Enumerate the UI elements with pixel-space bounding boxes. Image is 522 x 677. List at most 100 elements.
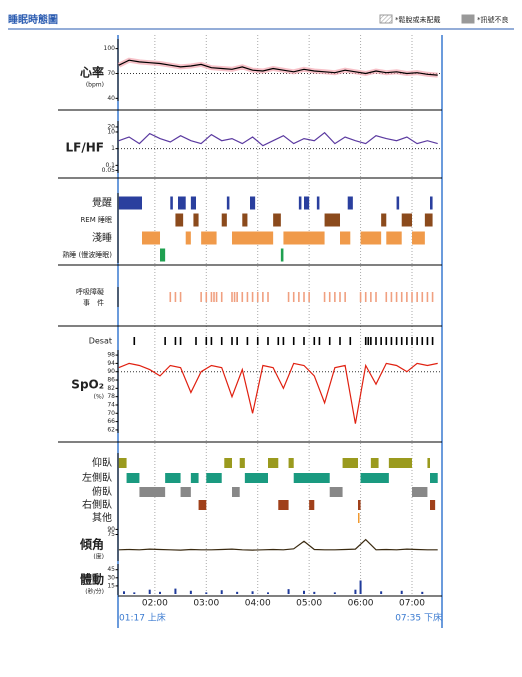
x-tick-label: 05:00 xyxy=(296,599,322,609)
stage-segment xyxy=(386,231,402,245)
breathing-event xyxy=(390,292,393,302)
breathing-event xyxy=(375,292,377,302)
desat-event xyxy=(328,337,331,345)
stage-segment xyxy=(193,213,199,227)
legend-label: *訊號不良 xyxy=(477,15,509,24)
breathing-event xyxy=(385,292,388,302)
stage-segment xyxy=(224,458,233,468)
y-tick-label: 70 xyxy=(107,410,115,417)
movement-bar xyxy=(148,589,151,594)
desat-event xyxy=(421,337,424,345)
y-tick-label: 0.1 xyxy=(105,162,115,169)
desat-event xyxy=(426,337,429,345)
breathing-event xyxy=(200,292,202,302)
stage-segment xyxy=(370,458,379,468)
stage-segment xyxy=(206,473,222,483)
movement-bar xyxy=(205,592,208,594)
signal-line xyxy=(118,538,438,551)
desat-event xyxy=(133,337,136,345)
breathing-event xyxy=(292,292,295,302)
stage-segment xyxy=(298,196,302,210)
breathing-event xyxy=(262,292,264,302)
movement-bar xyxy=(359,580,362,594)
x-tick-label: 06:00 xyxy=(348,599,374,609)
desat-event xyxy=(174,337,177,345)
desat-event xyxy=(179,337,182,345)
stage-segment xyxy=(401,213,413,227)
y-tick-label: 0.05 xyxy=(102,167,116,174)
stage-segment xyxy=(268,458,279,468)
stage-segment xyxy=(242,213,248,227)
stage-segment xyxy=(316,196,320,210)
stage-segment xyxy=(118,196,143,210)
row-label: REM 睡眠 xyxy=(80,216,112,224)
movement-bar xyxy=(189,590,192,594)
stage-segment xyxy=(190,196,197,210)
stage-segment xyxy=(412,487,428,497)
breathing-event xyxy=(236,292,238,302)
desat-event xyxy=(164,337,166,345)
movement-bar xyxy=(380,591,383,594)
stage-segment xyxy=(396,196,400,210)
stage-segment xyxy=(424,213,433,227)
y-tick-label: 15 xyxy=(107,582,115,589)
x-tick-label: 03:00 xyxy=(193,599,219,609)
stage-segment xyxy=(430,196,433,210)
stage-segment xyxy=(430,500,436,510)
panel-label: 心率 xyxy=(80,65,104,80)
movement-bar xyxy=(267,592,270,594)
desat-event xyxy=(431,337,434,345)
stage-segment xyxy=(185,231,191,245)
desat-event xyxy=(282,337,285,345)
stage-segment xyxy=(126,473,140,483)
stage-segment xyxy=(232,231,274,245)
desat-label: Desat xyxy=(89,337,112,346)
breathing-event xyxy=(251,292,254,302)
y-tick-label: 45 xyxy=(107,566,115,573)
movement-bar xyxy=(400,590,403,594)
stage-segment xyxy=(329,487,343,497)
breathing-event xyxy=(256,292,259,302)
desat-event xyxy=(395,337,398,345)
breathing-event xyxy=(303,292,305,302)
stage-segment xyxy=(309,500,315,510)
stage-segment xyxy=(381,213,387,227)
desat-event xyxy=(375,337,377,345)
breathing-event xyxy=(364,292,367,302)
stage-segment xyxy=(273,213,281,227)
breathing-event xyxy=(406,292,408,302)
movement-bar xyxy=(333,592,336,594)
movement-bar xyxy=(236,591,239,594)
movement-bar xyxy=(133,592,136,594)
panel-label: SpO₂ xyxy=(71,378,104,392)
stage-segment xyxy=(288,458,294,468)
panel-label: LF/HF xyxy=(66,141,104,155)
signal-line xyxy=(118,131,438,147)
y-tick-label: 66 xyxy=(107,418,115,425)
desat-event xyxy=(400,337,403,345)
panel-unit: (度) xyxy=(93,553,104,561)
breathing-event xyxy=(205,292,208,302)
start-label: 01:17 上床 xyxy=(119,612,166,624)
y-tick-label: 94 xyxy=(107,360,115,367)
breathing-event xyxy=(298,292,300,302)
x-tick-label: 07:00 xyxy=(399,599,425,609)
breathing-event xyxy=(431,292,434,302)
report-title: 睡眠時態圖 xyxy=(8,13,58,26)
desat-event xyxy=(205,337,208,345)
breathing-event xyxy=(400,292,403,302)
stage-segment xyxy=(293,473,330,483)
movement-bar xyxy=(421,591,424,594)
stage-segment xyxy=(250,196,256,210)
movement-bar xyxy=(303,590,306,594)
desat-event xyxy=(292,337,295,345)
breathing-event xyxy=(339,292,341,302)
movement-bar xyxy=(354,589,357,594)
y-tick-label: 78 xyxy=(107,393,115,400)
movement-bar xyxy=(287,589,290,594)
breathing-event xyxy=(169,292,172,302)
stage-segment xyxy=(201,231,217,245)
stage-segment xyxy=(358,500,361,510)
desat-event xyxy=(380,337,382,345)
desat-event xyxy=(313,337,316,345)
